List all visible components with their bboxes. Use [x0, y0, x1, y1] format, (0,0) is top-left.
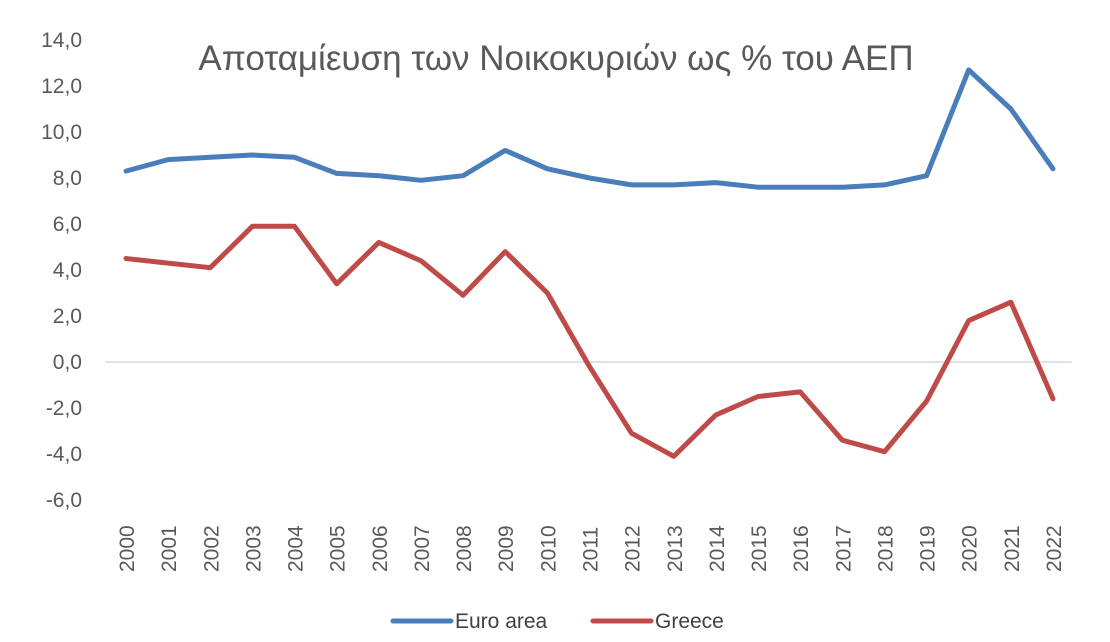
x-tick-label: 2018	[874, 525, 897, 572]
x-tick-label: 2009	[495, 525, 518, 572]
y-tick-label: 0,0	[53, 351, 82, 374]
x-tick-label: 2017	[832, 525, 855, 572]
y-tick-label: 14,0	[41, 29, 82, 52]
y-tick-label: -4,0	[46, 443, 82, 466]
x-tick-label: 2016	[790, 525, 813, 572]
x-tick-label: 2011	[580, 527, 603, 572]
y-tick-label: 12,0	[41, 75, 82, 98]
x-tick-label: 2005	[327, 525, 350, 572]
legend-label: Greece	[655, 610, 724, 633]
y-tick-label: 2,0	[53, 305, 82, 328]
x-tick-label: 2022	[1043, 525, 1066, 572]
x-tick-label: 2010	[537, 525, 560, 572]
x-tick-label: 2021	[1001, 525, 1024, 572]
legend-label: Euro area	[455, 610, 548, 633]
series-line-greece	[123, 223, 1056, 459]
y-tick-label: 10,0	[41, 121, 82, 144]
y-tick-label: -6,0	[46, 489, 82, 512]
x-tick-label: 2020	[959, 525, 982, 572]
x-axis-tick-labels: 2000 2001 2002 2003 2004 2005 2006 2007 2008 2009…	[116, 525, 1066, 572]
legend: Euro area Greece	[390, 610, 724, 633]
x-tick-label: 2019	[917, 525, 940, 572]
x-tick-label: 2012	[622, 525, 645, 572]
series-lines	[123, 67, 1056, 459]
y-tick-label: 4,0	[53, 259, 82, 282]
x-tick-label: 2013	[664, 525, 687, 572]
y-tick-label: 8,0	[53, 167, 82, 190]
x-tick-label: 2002	[200, 525, 223, 572]
series-line-euro-area	[123, 67, 1056, 190]
y-tick-label: -2,0	[46, 397, 82, 420]
y-tick-label: 6,0	[53, 213, 82, 236]
x-tick-label: 2004	[285, 525, 308, 572]
y-axis-tick-labels: 14,0 12,0 10,0 8,0 6,0 4,0 2,0 0,0 -2,0 -4,0 -6,0	[41, 29, 82, 512]
chart-title: Αποταμίευση των Νοικοκυριών ως % του ΑΕΠ	[198, 39, 913, 78]
x-tick-label: 2003	[242, 525, 265, 572]
x-tick-label: 2006	[369, 525, 392, 572]
x-tick-label: 2014	[706, 525, 729, 572]
x-tick-label: 2008	[453, 525, 476, 572]
x-tick-label: 2001	[158, 525, 181, 572]
x-tick-label: 2007	[411, 525, 434, 572]
x-tick-label: 2000	[116, 525, 139, 572]
x-tick-label: 2015	[748, 525, 771, 572]
